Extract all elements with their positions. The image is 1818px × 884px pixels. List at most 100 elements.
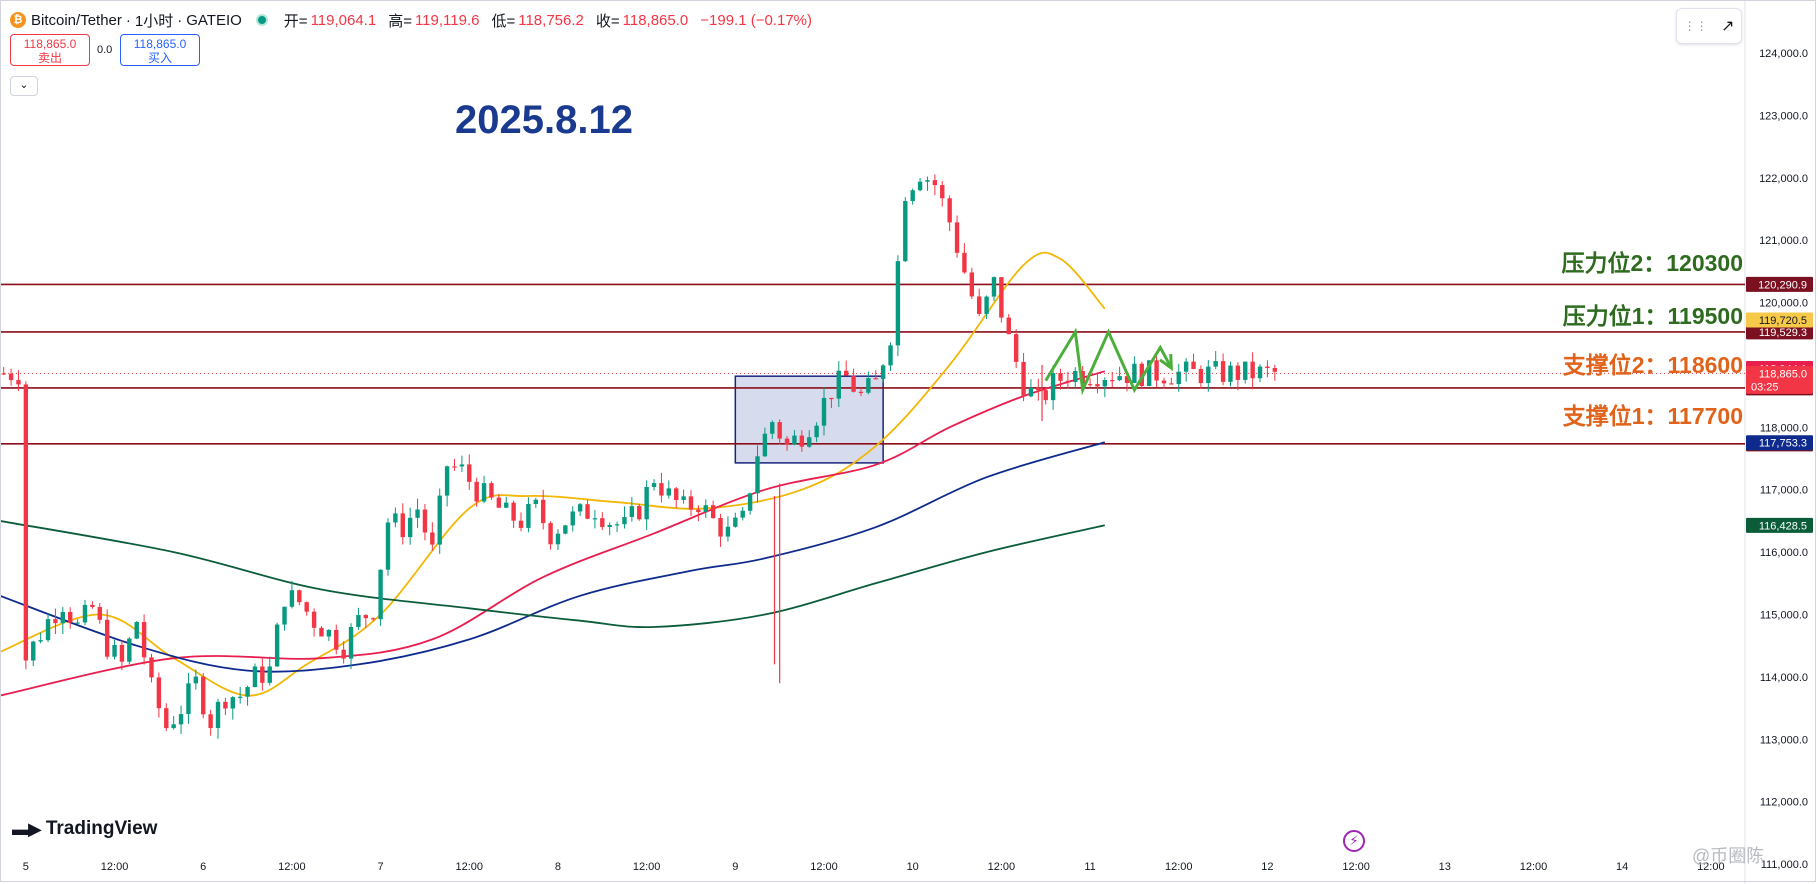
- price-tag: [1746, 276, 1813, 292]
- trend-arrow-icon: ↗: [1720, 18, 1735, 35]
- x-tick-label: 12:00: [633, 861, 661, 873]
- candle-body: [223, 701, 228, 709]
- y-tick-label: 114,000.0: [1760, 672, 1808, 684]
- candle-body: [1095, 384, 1100, 387]
- candle-body: [577, 504, 583, 512]
- sell-button[interactable]: 118,865.0 卖出: [10, 34, 90, 66]
- symbol-exchange: GATEIO: [186, 11, 242, 29]
- candle-body: [186, 683, 191, 715]
- candle-body: [866, 378, 871, 393]
- candle-body: [910, 190, 915, 202]
- price-tag-text: 119,720.5: [1759, 315, 1807, 327]
- candle-body: [614, 524, 620, 526]
- price-tag: [1746, 312, 1813, 328]
- candle-body: [459, 464, 465, 467]
- candle-body: [895, 261, 901, 346]
- candle-body: [984, 296, 989, 314]
- candle-body: [193, 676, 199, 684]
- x-tick-label: 14: [1616, 861, 1628, 873]
- buy-button[interactable]: 118,865.0 买入: [120, 34, 200, 66]
- candle-body: [304, 602, 309, 612]
- symbol-interval[interactable]: 1小时: [134, 12, 174, 30]
- candle-body: [127, 638, 132, 662]
- candle-body: [378, 569, 383, 620]
- x-tick-label: 12: [1261, 861, 1273, 873]
- candle-body: [1058, 373, 1063, 381]
- candle-body: [873, 378, 878, 380]
- candle-body: [407, 517, 413, 538]
- low-value: 118,756.2: [518, 11, 584, 29]
- candle-body: [422, 509, 428, 533]
- bitcoin-icon: ₿: [10, 12, 26, 28]
- candle-body: [1176, 371, 1181, 385]
- candle-body: [977, 296, 982, 314]
- price-tag-text: 119,529.3: [1759, 327, 1807, 339]
- y-tick-label: 117,000.0: [1760, 485, 1808, 497]
- candle-body: [481, 483, 487, 502]
- low-label: 低=: [491, 12, 516, 30]
- chart-tools-button[interactable]: ⋮⋮ ↗: [1676, 8, 1742, 44]
- x-tick-label: 12:00: [810, 861, 838, 873]
- y-tick-label: 120,000.0: [1759, 298, 1808, 310]
- x-tick-label: 12:00: [1697, 861, 1725, 873]
- candle-body: [526, 503, 531, 528]
- support-2-label: 支撑位2：118600: [1562, 352, 1743, 378]
- candle-body: [230, 697, 235, 709]
- open-value: 119,064.1: [310, 11, 377, 29]
- candle-body: [38, 640, 43, 642]
- candle-body: [592, 518, 598, 520]
- close-label: 收=: [595, 12, 620, 30]
- candle-body: [644, 486, 649, 520]
- price-tag: [1746, 324, 1813, 340]
- candle-body: [1028, 387, 1034, 397]
- candle-body: [518, 520, 524, 528]
- candle-body: [681, 496, 686, 500]
- candle-body: [1050, 373, 1056, 401]
- candle-body: [807, 437, 812, 447]
- y-tick-label: 121,000.0: [1759, 235, 1808, 247]
- candle-body: [740, 510, 745, 518]
- candle-body: [703, 505, 708, 513]
- candle-body: [452, 466, 457, 468]
- candle-body: [1110, 379, 1115, 382]
- candle-body: [1036, 387, 1041, 391]
- candle-body: [496, 497, 502, 508]
- candle-body: [8, 373, 14, 381]
- candle-body: [917, 181, 923, 191]
- candle-body: [629, 506, 635, 518]
- collapse-toggle-button[interactable]: ⌄: [10, 76, 38, 96]
- moving-average-line: [0, 441, 1106, 673]
- candle-body: [415, 509, 420, 518]
- candle-body: [489, 483, 494, 498]
- candle-body: [585, 504, 590, 519]
- candle-body: [1250, 361, 1255, 379]
- drag-handle-icon: ⋮⋮: [1683, 19, 1708, 33]
- candle-body: [504, 502, 509, 508]
- candle-body: [770, 422, 775, 434]
- price-tag-text: 120,290.9: [1758, 279, 1807, 291]
- candle-body: [755, 456, 760, 494]
- candle-body: [999, 277, 1004, 318]
- tradingview-logo[interactable]: ▬▶ TradingView: [12, 818, 157, 840]
- candle-body: [149, 657, 154, 678]
- symbol-name[interactable]: Bitcoin/Tether: [31, 11, 122, 29]
- candle-body: [1013, 334, 1019, 362]
- candle-body: [932, 180, 938, 186]
- symbol-header: ₿ Bitcoin/Tether · 1小时 · GATEIO 开= 119,0…: [10, 10, 824, 30]
- candle-body: [696, 509, 701, 513]
- y-tick-label: 115,000.0: [1760, 609, 1808, 621]
- candle-body: [141, 622, 147, 658]
- x-tick-label: 12:00: [1165, 861, 1193, 873]
- market-status-icon: [255, 14, 268, 26]
- candle-body: [1257, 366, 1263, 379]
- lightning-icon[interactable]: ⚡: [1343, 830, 1365, 852]
- candle-body: [1206, 366, 1211, 384]
- candle-body: [1191, 361, 1196, 370]
- candle-body: [1161, 380, 1167, 384]
- candle-body: [991, 277, 997, 297]
- candle-body: [311, 611, 317, 628]
- buy-price: 118,865.0: [133, 37, 187, 51]
- candle-body: [164, 708, 169, 729]
- candle-body: [430, 532, 435, 545]
